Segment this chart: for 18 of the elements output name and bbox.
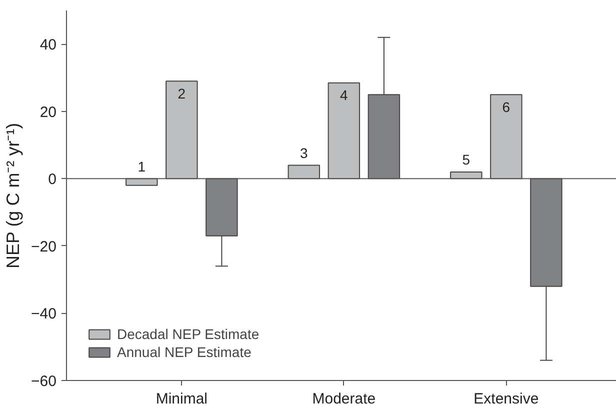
x-tick-label: Moderate — [312, 390, 376, 408]
annotation: 6 — [502, 98, 510, 115]
annotation: 3 — [300, 144, 308, 161]
x-tick-label: Minimal — [156, 390, 208, 408]
y-tick-label: −60 — [31, 373, 57, 390]
y-tick-label: 20 — [40, 104, 57, 121]
y-tick-label: 40 — [40, 36, 57, 54]
x-tick-label: Extensive — [474, 390, 539, 408]
y-axis-title: NEP (g C m⁻² yr⁻¹) — [3, 122, 24, 268]
annotation: 1 — [138, 158, 146, 174]
annotation: 4 — [340, 87, 348, 104]
annotation: 5 — [462, 152, 470, 168]
annotation: 2 — [178, 86, 186, 102]
y-tick-label: −40 — [31, 306, 57, 323]
y-tick-label: 0 — [48, 171, 56, 188]
legend-label: Decadal NEP Estimate — [117, 326, 260, 342]
legend-label: Annual NEP Estimate — [117, 344, 252, 360]
y-tick-label: −20 — [31, 238, 57, 256]
